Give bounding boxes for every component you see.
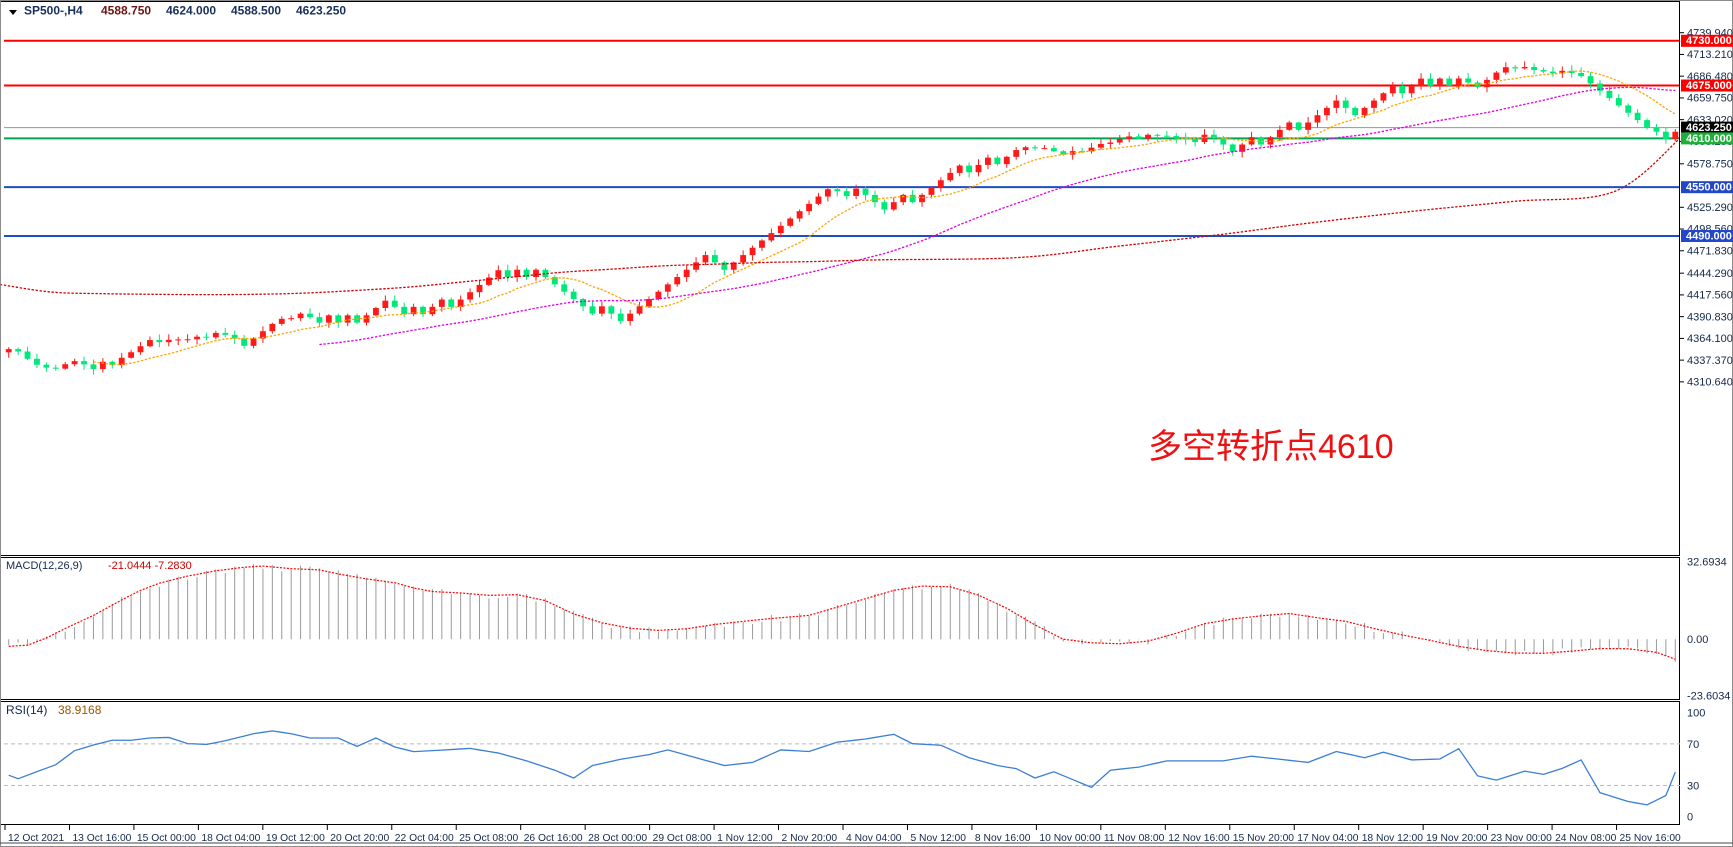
svg-text:4578.750: 4578.750: [1687, 159, 1733, 171]
svg-text:25 Nov 16:00: 25 Nov 16:00: [1620, 833, 1682, 844]
svg-text:32.6934: 32.6934: [1687, 556, 1727, 568]
svg-text:18 Oct 04:00: 18 Oct 04:00: [201, 833, 260, 844]
svg-text:多空转折点4610: 多空转折点4610: [1148, 428, 1394, 466]
svg-text:4730.000: 4730.000: [1686, 35, 1732, 47]
svg-text:0.00: 0.00: [1687, 634, 1708, 646]
svg-text:4444.290: 4444.290: [1687, 268, 1733, 280]
svg-text:22 Oct 04:00: 22 Oct 04:00: [395, 833, 454, 844]
svg-text:0: 0: [1687, 812, 1693, 824]
svg-text:4310.640: 4310.640: [1687, 377, 1733, 389]
svg-text:4471.830: 4471.830: [1687, 245, 1733, 257]
svg-text:18 Nov 12:00: 18 Nov 12:00: [1362, 833, 1424, 844]
svg-text:2 Nov 20:00: 2 Nov 20:00: [782, 833, 838, 844]
svg-text:4525.290: 4525.290: [1687, 202, 1733, 214]
svg-text:4588.750: 4588.750: [101, 4, 151, 18]
svg-text:4675.000: 4675.000: [1686, 80, 1732, 92]
svg-text:5 Nov 12:00: 5 Nov 12:00: [910, 833, 966, 844]
svg-text:17 Nov 04:00: 17 Nov 04:00: [1297, 833, 1359, 844]
svg-text:4623.250: 4623.250: [296, 4, 346, 18]
svg-text:4713.210: 4713.210: [1687, 49, 1733, 61]
svg-text:24 Nov 08:00: 24 Nov 08:00: [1555, 833, 1617, 844]
svg-text:4337.370: 4337.370: [1687, 355, 1733, 367]
svg-text:MACD(12,26,9): MACD(12,26,9): [6, 560, 82, 572]
svg-text:10 Nov 00:00: 10 Nov 00:00: [1039, 833, 1101, 844]
svg-text:13 Oct 16:00: 13 Oct 16:00: [72, 833, 131, 844]
svg-text:4390.830: 4390.830: [1687, 311, 1733, 323]
svg-text:4550.000: 4550.000: [1686, 182, 1732, 194]
svg-text:4659.750: 4659.750: [1687, 93, 1733, 105]
svg-text:-21.0444 -7.2830: -21.0444 -7.2830: [108, 560, 192, 572]
svg-text:70: 70: [1687, 739, 1699, 751]
svg-text:20 Oct 20:00: 20 Oct 20:00: [330, 833, 389, 844]
svg-text:12 Nov 16:00: 12 Nov 16:00: [1168, 833, 1230, 844]
svg-text:4610.000: 4610.000: [1686, 133, 1732, 145]
svg-text:29 Oct 08:00: 29 Oct 08:00: [653, 833, 712, 844]
svg-text:19 Oct 12:00: 19 Oct 12:00: [266, 833, 325, 844]
svg-text:4588.500: 4588.500: [231, 4, 281, 18]
svg-text:1 Nov 12:00: 1 Nov 12:00: [717, 833, 773, 844]
svg-text:4 Nov 04:00: 4 Nov 04:00: [846, 833, 902, 844]
svg-text:4364.100: 4364.100: [1687, 333, 1733, 345]
svg-text:19 Nov 20:00: 19 Nov 20:00: [1426, 833, 1488, 844]
svg-text:12 Oct 2021: 12 Oct 2021: [8, 833, 64, 844]
svg-text:-23.6034: -23.6034: [1687, 690, 1730, 702]
svg-text:25 Oct 08:00: 25 Oct 08:00: [459, 833, 518, 844]
svg-text:4624.000: 4624.000: [166, 4, 216, 18]
svg-text:4490.000: 4490.000: [1686, 230, 1732, 242]
svg-text:8 Nov 16:00: 8 Nov 16:00: [975, 833, 1031, 844]
svg-text:15 Nov 20:00: 15 Nov 20:00: [1233, 833, 1295, 844]
svg-text:28 Oct 00:00: 28 Oct 00:00: [588, 833, 647, 844]
svg-text:23 Nov 00:00: 23 Nov 00:00: [1491, 833, 1553, 844]
svg-text:4417.560: 4417.560: [1687, 290, 1733, 302]
svg-text:11 Nov 08:00: 11 Nov 08:00: [1104, 833, 1165, 844]
svg-text:26 Oct 16:00: 26 Oct 16:00: [524, 833, 583, 844]
svg-text:100: 100: [1687, 708, 1705, 720]
svg-text:38.9168: 38.9168: [58, 703, 102, 717]
svg-text:30: 30: [1687, 781, 1699, 793]
svg-text:SP500-,H4: SP500-,H4: [24, 4, 83, 18]
svg-text:RSI(14): RSI(14): [6, 703, 47, 717]
svg-text:15 Oct 00:00: 15 Oct 00:00: [137, 833, 196, 844]
